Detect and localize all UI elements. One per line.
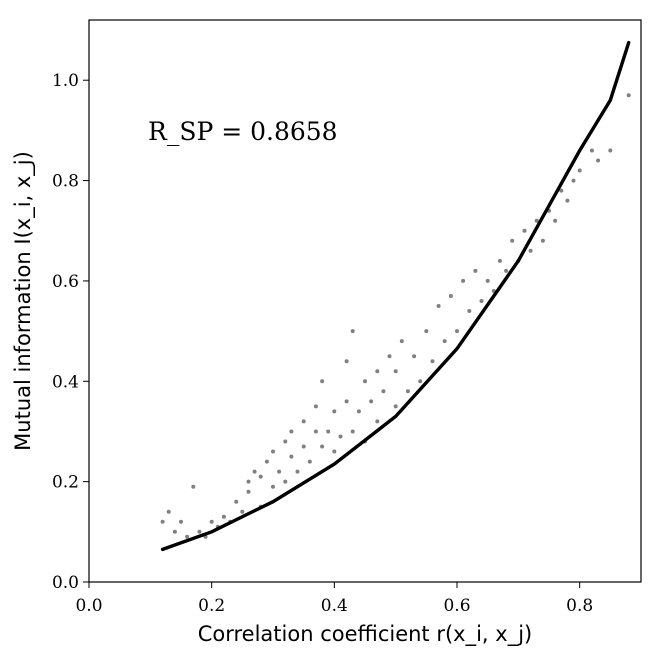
scatter-point	[197, 529, 202, 534]
scatter-point	[332, 409, 337, 414]
scatter-point	[234, 499, 239, 504]
scatter-point	[221, 514, 226, 519]
scatter-point	[172, 529, 177, 534]
x-tick-label: 0.6	[443, 596, 470, 616]
scatter-point	[626, 93, 631, 98]
scatter-point	[338, 434, 343, 439]
scatter-point	[240, 509, 245, 514]
x-axis-ticks: 0.0 0.2 0.4 0.6 0.8	[75, 582, 593, 616]
scatter-point	[344, 359, 349, 364]
scatter-point	[283, 479, 288, 484]
scatter-point	[375, 369, 380, 374]
scatter-point	[387, 354, 392, 359]
scatter-point	[553, 218, 558, 223]
scatter-point	[320, 379, 325, 384]
scatter-point	[160, 519, 165, 524]
scatter-point	[473, 268, 478, 273]
scatter-point	[191, 484, 196, 489]
scatter-point	[461, 278, 466, 283]
x-tick-label: 0.2	[198, 596, 225, 616]
scatter-point	[504, 268, 509, 273]
scatter-point	[326, 429, 331, 434]
y-axis-label: Mutual information I(x_i, x_j)	[11, 151, 36, 451]
scatter-point	[295, 469, 300, 474]
y-tick-label: 0.2	[52, 473, 79, 493]
scatter-point	[320, 444, 325, 449]
scatter-point	[571, 178, 576, 183]
scatter-point	[271, 484, 275, 489]
scatter-point	[264, 459, 269, 464]
scatter-point	[332, 449, 337, 454]
y-tick-label: 0.8	[52, 172, 79, 192]
scatter-point	[436, 304, 441, 308]
scatter-point	[405, 389, 410, 394]
scatter-point	[350, 429, 355, 434]
scatter-point	[301, 444, 306, 449]
scatter-point	[540, 238, 545, 243]
scatter-point	[430, 359, 435, 364]
scatter-point	[166, 509, 171, 514]
y-tick-label: 0.4	[52, 372, 79, 392]
scatter-point	[252, 469, 257, 474]
scatter-point	[258, 474, 263, 479]
scatter-point	[185, 534, 190, 539]
scatter-point	[356, 409, 361, 414]
scatter-point	[448, 294, 453, 298]
x-tick-label: 0.0	[75, 596, 102, 616]
scatter-point	[375, 419, 380, 424]
scatter-point	[271, 449, 275, 454]
scatter-point	[369, 399, 374, 404]
fit-curve	[160, 40, 631, 552]
scatter-point	[534, 218, 539, 223]
scatter-point	[589, 148, 594, 153]
scatter-point	[393, 369, 398, 374]
scatter-point	[442, 339, 447, 344]
scatter-point	[608, 148, 613, 153]
scatter-point	[209, 519, 214, 524]
scatter-point	[479, 299, 484, 303]
y-tick-label: 0.6	[52, 272, 79, 292]
scatter-point	[559, 188, 564, 193]
scatter-point	[246, 489, 251, 494]
scatter-point	[577, 168, 582, 173]
scatter-point	[528, 248, 533, 253]
scatter-point	[393, 404, 398, 409]
scatter-point	[412, 354, 417, 359]
scatter-point	[179, 519, 183, 524]
scatter-point	[283, 439, 288, 444]
scatter-point	[313, 429, 318, 434]
scatter-point	[350, 329, 355, 334]
scatter-series	[160, 93, 631, 539]
scatter-point	[363, 379, 367, 384]
correlation-annotation: R_SP = 0.8658	[148, 117, 338, 146]
scatter-point	[307, 459, 312, 464]
x-tick-label: 0.8	[566, 596, 593, 616]
x-tick-label: 0.4	[321, 596, 348, 616]
scatter-point	[313, 404, 318, 409]
scatter-point	[344, 399, 349, 404]
scatter-point	[497, 258, 502, 263]
scatter-point	[565, 198, 570, 203]
scatter-point	[301, 419, 306, 424]
y-axis-ticks: 0.0 0.2 0.4 0.6 0.8 1.0	[52, 71, 89, 593]
scatter-point	[381, 389, 386, 394]
scatter-point	[399, 339, 404, 344]
scatter-point	[485, 278, 490, 283]
scatter-point	[522, 228, 527, 233]
scatter-point	[289, 429, 294, 434]
scatter-point	[424, 329, 429, 334]
scatter-point	[467, 309, 472, 313]
plot-frame	[88, 19, 642, 583]
scatter-point	[277, 469, 282, 474]
scatter-point	[418, 379, 423, 384]
scatter-point	[510, 238, 515, 243]
x-axis-label: Correlation coefficient r(x_i, x_j)	[198, 622, 533, 647]
y-tick-label: 0.0	[52, 573, 79, 593]
scatter-point	[246, 479, 251, 484]
scatter-point	[289, 454, 294, 459]
y-tick-label: 1.0	[52, 71, 79, 91]
scatter-point	[596, 158, 601, 163]
scatter-point	[455, 329, 459, 334]
